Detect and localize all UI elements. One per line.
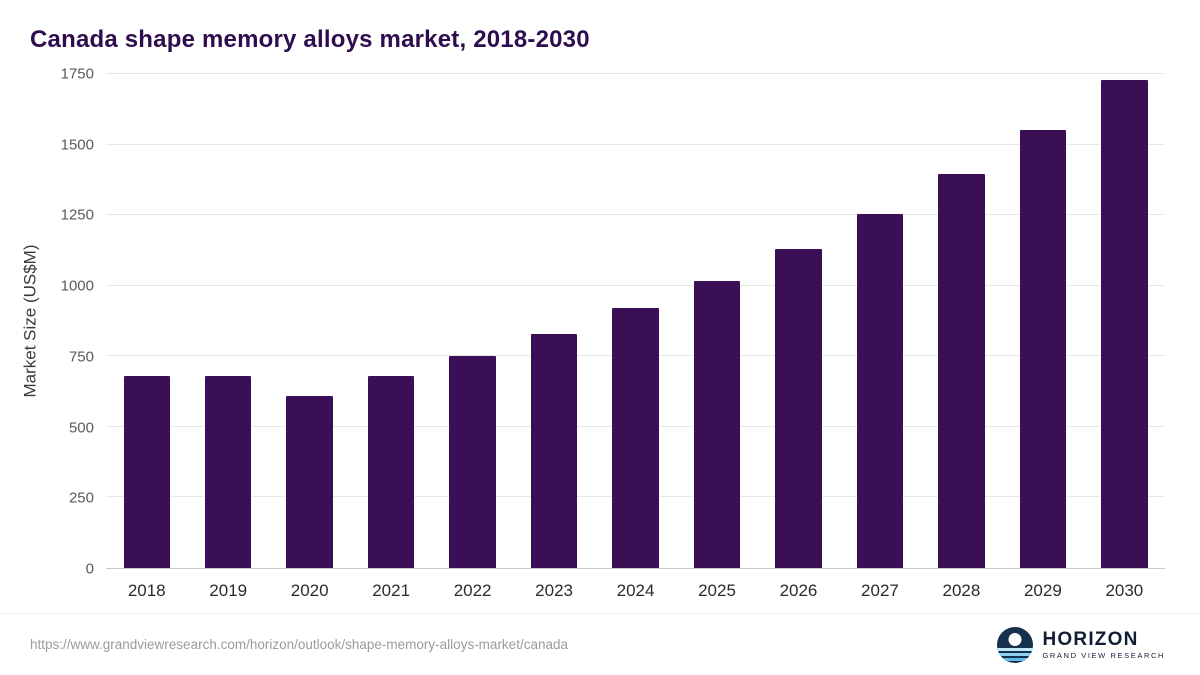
y-tick-label: 1500 (60, 136, 94, 154)
x-axis-label: 2020 (290, 581, 329, 600)
x-axis-label: 2024 (616, 581, 655, 600)
gridline (106, 214, 1165, 216)
bar-slot (676, 74, 757, 568)
bar-slot (1084, 74, 1165, 568)
bar-2024 (612, 308, 659, 568)
gridline (106, 284, 1165, 286)
bar-2022 (449, 356, 496, 568)
bar-2030 (1101, 79, 1148, 568)
bar-2023 (530, 333, 578, 568)
bar-2021 (367, 376, 415, 568)
horizon-logo: HORIZON GRAND VIEW RESEARCH (996, 626, 1166, 663)
bar-slot (106, 74, 187, 568)
bar-slot (432, 74, 513, 568)
sun-icon (1008, 632, 1021, 646)
plot-column: 0 250 500 750 1000 1250 1500 1750 2018 2019 2020 2… (48, 66, 1165, 613)
x-axis-label: 2019 (209, 581, 248, 600)
x-axis-label: 2018 (127, 581, 166, 600)
x-axis-label: 2026 (779, 581, 818, 600)
plot-row: 0 250 500 750 1000 1250 1500 1750 (48, 66, 1165, 578)
x-axis-label: 2030 (1105, 581, 1144, 600)
y-tick-label: 250 (68, 489, 94, 507)
y-tick-label: 1250 (60, 206, 94, 224)
source-url: https://www.grandviewresearch.com/horizo… (30, 637, 568, 652)
x-axis-label: 2021 (372, 581, 411, 600)
water-stripe (996, 647, 1033, 651)
water-stripe (996, 657, 1033, 661)
y-tick-label: 1750 (60, 65, 94, 83)
bar-slot (1002, 74, 1083, 568)
y-axis-label: Market Size (US$M) (21, 244, 40, 398)
bar-2028 (938, 174, 985, 568)
y-axis-label-wrap: Market Size (US$M) (14, 74, 48, 613)
bar-slot (758, 74, 839, 568)
bar-slot (513, 74, 594, 568)
logo-subtitle: GRAND VIEW RESEARCH (1042, 650, 1165, 660)
x-axis-label: 2025 (698, 581, 736, 600)
chart-region: Market Size (US$M) 0 250 500 750 1000 1250 150… (0, 54, 1200, 613)
gridline (106, 73, 1165, 74)
x-axis-label: 2028 (942, 581, 981, 600)
x-axis-label: 2029 (1023, 581, 1062, 600)
y-tick-label: 1000 (60, 277, 94, 295)
y-axis-ticks: 0 250 500 750 1000 1250 1500 1750 (48, 66, 106, 578)
bar-slot (921, 74, 1002, 568)
y-tick-label: 0 (85, 560, 94, 578)
gridline (106, 143, 1165, 145)
bar-slot (350, 74, 431, 568)
footer: https://www.grandviewresearch.com/horizo… (0, 613, 1200, 675)
water-stripe (996, 652, 1033, 656)
bar-2018 (123, 376, 170, 568)
y-tick-label: 500 (68, 419, 94, 437)
horizon-sun-over-water-icon (996, 626, 1033, 663)
bar-slot (595, 74, 676, 568)
chart-title: Canada shape memory alloys market, 2018-… (30, 26, 590, 53)
logo-name: HORIZON (1042, 628, 1139, 650)
y-tick-label: 750 (68, 348, 94, 366)
plot-area (106, 73, 1165, 569)
bar-2026 (775, 249, 822, 568)
bar-2025 (693, 281, 741, 568)
bar-2020 (286, 395, 333, 568)
bars-row (106, 74, 1165, 568)
bar-slot (839, 74, 920, 568)
x-axis-label: 2023 (535, 581, 573, 600)
bar-slot (187, 74, 268, 568)
bar-2019 (204, 376, 252, 568)
x-axis-labels: 2018 2019 2020 2021 2022 2023 2024 2025 2026 2027… (106, 569, 1165, 613)
bar-slot (269, 74, 350, 568)
bar-2027 (856, 213, 904, 568)
x-axis-label: 2027 (861, 581, 899, 600)
bar-2029 (1019, 130, 1067, 568)
x-axis-label: 2022 (453, 581, 492, 600)
logo-text-block: HORIZON GRAND VIEW RESEARCH (1043, 630, 1166, 660)
